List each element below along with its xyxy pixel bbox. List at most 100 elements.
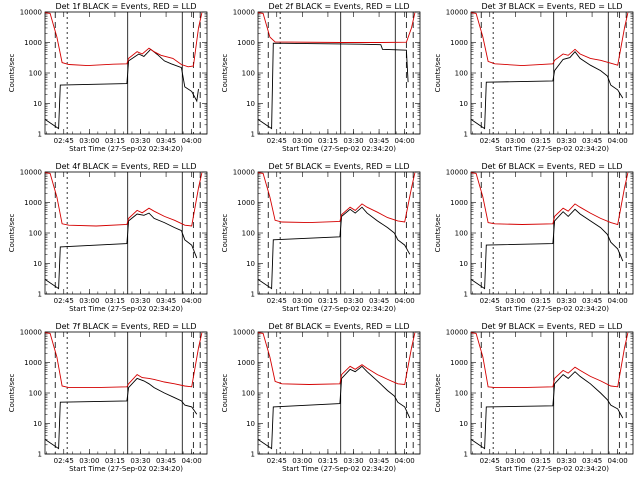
y-tick-label: 10	[459, 260, 468, 268]
x-tick-label: 03:30	[556, 137, 576, 145]
x-tick-label: 03:15	[531, 137, 551, 145]
x-tick-label: 03:15	[105, 297, 125, 305]
y-tick-label: 10000	[233, 9, 255, 17]
plot-frame	[44, 331, 208, 455]
x-tick-label: 03:45	[156, 457, 176, 465]
events-series-line	[44, 377, 198, 450]
y-axis-label: Counts/sec	[8, 374, 16, 413]
x-tick-label: 03:00	[292, 457, 312, 465]
x-tick-label: 03:00	[292, 137, 312, 145]
x-tick-label: 03:30	[130, 297, 150, 305]
events-series-line	[470, 208, 624, 290]
plot-frame	[470, 171, 634, 295]
x-tick-label: 04:00	[395, 297, 415, 305]
x-tick-label: 03:15	[105, 457, 125, 465]
y-tick-label: 100	[242, 390, 255, 398]
panel-title: Det 1f BLACK = Events, RED = LLD	[55, 2, 196, 11]
y-tick-label: 1	[464, 451, 468, 459]
x-tick-label: 03:15	[105, 137, 125, 145]
y-tick-label: 10	[246, 260, 255, 268]
y-axis-label: Counts/sec	[434, 374, 442, 413]
y-tick-label: 1	[38, 291, 42, 299]
y-tick-label: 10	[459, 100, 468, 108]
x-tick-label: 04:00	[608, 137, 628, 145]
y-tick-label: 1000	[450, 199, 468, 207]
x-tick-label: 03:45	[582, 137, 602, 145]
panel-title: Det 2f BLACK = Events, RED = LLD	[268, 2, 409, 11]
plot-frame	[257, 11, 421, 135]
x-tick-label: 02:45	[54, 297, 74, 305]
lld-series-line	[257, 12, 416, 43]
lld-series-line	[44, 172, 203, 227]
y-tick-label: 10000	[20, 169, 42, 177]
y-tick-label: 10000	[233, 329, 255, 337]
panel-title: Det 5f BLACK = Events, RED = LLD	[268, 162, 409, 171]
x-tick-label: 03:30	[556, 297, 576, 305]
y-tick-label: 100	[29, 70, 42, 78]
x-axis-label: Start Time (27-Sep-02 02:34:20)	[282, 465, 396, 473]
x-tick-label: 04:00	[182, 457, 202, 465]
x-axis-label: Start Time (27-Sep-02 02:34:20)	[69, 305, 183, 313]
x-tick-label: 03:00	[505, 457, 525, 465]
y-tick-label: 100	[242, 230, 255, 238]
x-tick-label: 03:00	[79, 457, 99, 465]
x-tick-label: 03:45	[156, 137, 176, 145]
panel-1: Det 1f BLACK = Events, RED = LLD 1 10 100 10…	[8, 2, 208, 153]
x-tick-label: 02:45	[267, 297, 287, 305]
events-series-line	[257, 42, 409, 130]
x-tick-label: 03:45	[369, 137, 389, 145]
panel-3: Det 3f BLACK = Events, RED = LLD 1 10 100 10…	[434, 2, 634, 153]
panel-title: Det 4f BLACK = Events, RED = LLD	[55, 162, 196, 171]
lld-series-line	[257, 332, 416, 385]
panel-title: Det 3f BLACK = Events, RED = LLD	[481, 2, 622, 11]
x-tick-label: 03:00	[292, 297, 312, 305]
y-tick-label: 100	[455, 230, 468, 238]
events-series-line	[470, 50, 624, 130]
plot-frame	[257, 331, 421, 455]
y-tick-label: 10000	[233, 169, 255, 177]
panel-6: Det 6f BLACK = Events, RED = LLD 1 10 100 10…	[434, 162, 634, 313]
x-tick-label: 03:30	[343, 297, 363, 305]
events-series-line	[257, 365, 411, 450]
y-tick-label: 100	[242, 70, 255, 78]
x-tick-label: 04:00	[182, 137, 202, 145]
y-tick-label: 100	[29, 230, 42, 238]
x-tick-label: 03:45	[582, 297, 602, 305]
lld-series-line	[257, 172, 416, 224]
panel-title: Det 8f BLACK = Events, RED = LLD	[268, 322, 409, 331]
panel-title: Det 6f BLACK = Events, RED = LLD	[481, 162, 622, 171]
x-tick-label: 03:15	[318, 297, 338, 305]
lld-series-line	[44, 12, 203, 68]
x-tick-label: 02:45	[267, 457, 287, 465]
x-tick-label: 02:45	[480, 297, 500, 305]
y-tick-label: 1000	[24, 359, 42, 367]
y-tick-label: 10000	[446, 169, 468, 177]
y-tick-label: 1000	[24, 199, 42, 207]
lld-series-line	[470, 332, 629, 389]
x-tick-label: 02:45	[480, 457, 500, 465]
x-axis-label: Start Time (27-Sep-02 02:34:20)	[282, 305, 396, 313]
x-tick-label: 03:30	[130, 137, 150, 145]
panel-5: Det 5f BLACK = Events, RED = LLD 1 10 100 10…	[221, 162, 421, 313]
y-tick-label: 1000	[237, 359, 255, 367]
x-tick-label: 03:45	[369, 457, 389, 465]
y-tick-label: 1000	[237, 199, 255, 207]
y-tick-label: 1	[38, 131, 42, 139]
panel-8: Det 8f BLACK = Events, RED = LLD 1 10 100 10…	[221, 322, 421, 473]
y-tick-label: 1000	[450, 39, 468, 47]
panel-4: Det 4f BLACK = Events, RED = LLD 1 10 100 10…	[8, 162, 208, 313]
x-tick-label: 02:45	[267, 137, 287, 145]
y-axis-label: Counts/sec	[434, 54, 442, 93]
x-tick-label: 04:00	[608, 457, 628, 465]
y-axis-label: Counts/sec	[434, 214, 442, 253]
panel-title: Det 9f BLACK = Events, RED = LLD	[481, 322, 622, 331]
y-tick-label: 10	[459, 420, 468, 428]
y-tick-label: 1	[464, 291, 468, 299]
y-tick-label: 10000	[20, 329, 42, 337]
x-axis-label: Start Time (27-Sep-02 02:34:20)	[69, 145, 183, 153]
y-axis-label: Counts/sec	[221, 374, 229, 413]
x-axis-label: Start Time (27-Sep-02 02:34:20)	[69, 465, 183, 473]
x-tick-label: 04:00	[395, 137, 415, 145]
y-tick-label: 1	[464, 131, 468, 139]
